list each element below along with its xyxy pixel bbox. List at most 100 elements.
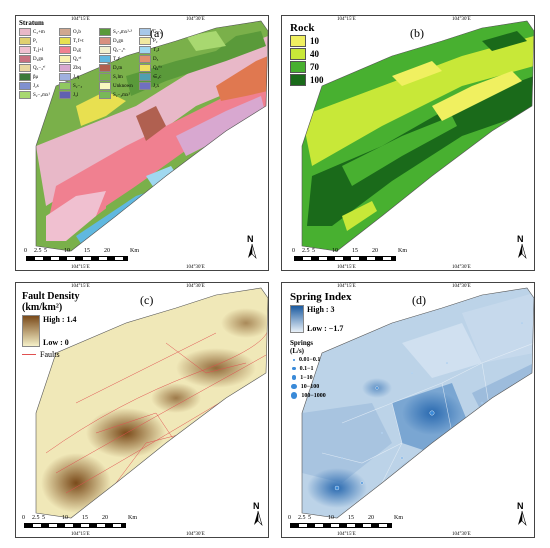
stratum-swatch — [19, 55, 31, 63]
fault-density-unit: (km/km²) — [22, 302, 63, 313]
scale-tick-label: 5 — [312, 248, 315, 254]
stratum-legend-item: Zbq — [59, 64, 99, 72]
spring-dot-icon — [291, 375, 297, 380]
stratum-legend-item: O₂b — [59, 28, 99, 36]
stratum-legend-item: C₂+m — [19, 28, 59, 36]
bottom-tick-2: 104°30′E — [452, 532, 471, 537]
stratum-legend-item: D₂g — [59, 46, 99, 54]
scale-tick-label: 0 — [24, 248, 27, 254]
scale-tick-label: 15 — [348, 515, 354, 521]
stratum-legend-item: S₁lm — [99, 73, 139, 81]
stratum-legend-item: S₂-₃mx²-³ — [99, 28, 139, 36]
springs-legend-item: 100−1000 — [290, 391, 351, 400]
stratum-label: S₂-₃mx²-³ — [113, 29, 132, 35]
scale-tick-label: 0 — [292, 248, 295, 254]
bottom-tick-2: 104°30′E — [186, 532, 205, 537]
rock-label: 40 — [310, 48, 319, 59]
stratum-legend-item: P₂ — [139, 37, 179, 45]
north-arrow-icon — [248, 243, 257, 260]
stratum-label: D₂gn — [33, 56, 44, 62]
stratum-swatch — [139, 46, 151, 54]
spring-index-color-ramp — [290, 305, 304, 333]
fault-density-legend: Fault Density (km/km²) High : 1.4 Low : … — [22, 291, 80, 359]
panel-b-rock-map: 104°15′E 104°30′E 104°15′E 104°30′E Rock… — [281, 15, 535, 271]
top-tick-2: 104°30′E — [452, 17, 471, 22]
top-tick-1: 104°15′E — [71, 284, 90, 289]
scale-tick-label: 10 — [64, 248, 70, 254]
stratum-legend-item: Q₃−₄ᵃᶫ — [99, 46, 139, 54]
stratum-legend-item: S₂−₃mx² — [99, 91, 139, 99]
scale-tick-label: 2.5 — [298, 515, 306, 521]
panel-c-label: (c) — [140, 293, 154, 307]
scale-tick-label: 15 — [352, 248, 358, 254]
stratum-label: Q₄ᶠᶠᵃ — [153, 65, 162, 71]
scale-bar-b: 0 2.5 5 10 15 20 Km — [292, 248, 442, 264]
stratum-swatch — [59, 28, 71, 36]
fault-line-symbol — [22, 354, 36, 355]
stratum-legend-item: T₁f+t — [59, 37, 99, 45]
stratum-label: βμ — [33, 74, 39, 80]
stratum-legend-item: C₂-₃ — [139, 28, 179, 36]
stratum-legend-item: D₂gn — [99, 37, 139, 45]
fault-density-low: Low : 0 — [43, 338, 69, 347]
stratum-swatch — [59, 46, 71, 54]
stratum-swatch — [99, 55, 111, 63]
stratum-legend-item: βμ — [19, 73, 59, 81]
stratum-label: T₁j+l — [33, 47, 44, 53]
stratum-swatch — [19, 82, 31, 90]
spring-class-label: 100−1000 — [301, 392, 326, 399]
top-tick-2: 104°30′E — [186, 17, 205, 22]
stratum-legend-item: T₁j+l — [19, 46, 59, 54]
stratum-swatch — [99, 82, 111, 90]
rock-legend-item: 10 — [290, 34, 324, 47]
scale-tick-label: 5 — [308, 515, 311, 521]
top-tick-1: 104°15′E — [337, 17, 356, 22]
stratum-legend-item: S₂−₃ — [59, 82, 99, 90]
panel-c-fault-density-map: 104°15′E 104°30′E 104°15′E 104°30′E Faul… — [15, 282, 269, 538]
scale-tick-label: 10 — [62, 515, 68, 521]
stratum-label: O₂b — [73, 29, 81, 35]
spring-dot-icon — [292, 366, 296, 371]
stratum-legend-item: ∈₂c — [139, 73, 179, 81]
north-label: N — [517, 234, 524, 244]
north-arrow-c: N — [250, 501, 266, 527]
north-label: N — [253, 501, 260, 511]
stratum-legend-item: J₂x — [139, 82, 179, 90]
bottom-tick-1: 104°15′E — [337, 532, 356, 537]
stratum-label: D₂gn — [113, 38, 124, 44]
stratum-label: J₂s — [33, 83, 39, 89]
stratum-swatch — [139, 37, 151, 45]
scale-bar-a: 0 2.5 5 10 15 20 Km — [24, 248, 174, 264]
stratum-label: J₂x — [153, 83, 160, 89]
stratum-swatch — [139, 82, 151, 90]
faults-label: Faults — [40, 350, 60, 359]
fault-density-title: Fault Density — [22, 291, 80, 302]
stratum-label: ∈₂c — [153, 75, 162, 80]
scale-unit-label: Km — [398, 248, 407, 254]
stratum-legend-item: Q₄ᵃᵈ — [59, 55, 99, 63]
stratum-legend-item: J₂s — [19, 82, 59, 90]
stratum-swatch — [59, 82, 71, 90]
stratum-label: S₁lm — [113, 74, 123, 80]
stratum-label: P₁ — [33, 38, 38, 44]
stratum-legend-item: D₃ — [139, 55, 179, 63]
stratum-label: T₃t¹ — [113, 56, 121, 62]
top-tick-1: 104°15′E — [337, 284, 356, 289]
stratum-swatch — [139, 73, 151, 81]
springs-legend-item: 0.1−1 — [290, 364, 351, 373]
scale-tick-label: 15 — [84, 248, 90, 254]
stratum-label: T₂t — [153, 47, 160, 53]
scale-bar-c: 0 2.5 5 10 15 20 Km — [22, 515, 172, 531]
rock-label: 70 — [310, 61, 319, 72]
stratum-swatch — [59, 64, 71, 72]
stratum-swatch — [139, 28, 151, 36]
stratum-swatch — [99, 64, 111, 72]
north-arrow-d: N — [514, 501, 530, 527]
scale-tick-label: 20 — [372, 248, 378, 254]
scale-tick-label: 0 — [22, 515, 25, 521]
stratum-legend-title: Stratum — [19, 19, 44, 27]
stratum-label: P₂ — [153, 38, 158, 44]
stratum-swatch — [19, 37, 31, 45]
rock-legend-item: 70 — [290, 60, 324, 73]
spring-dot-icon — [293, 358, 295, 361]
